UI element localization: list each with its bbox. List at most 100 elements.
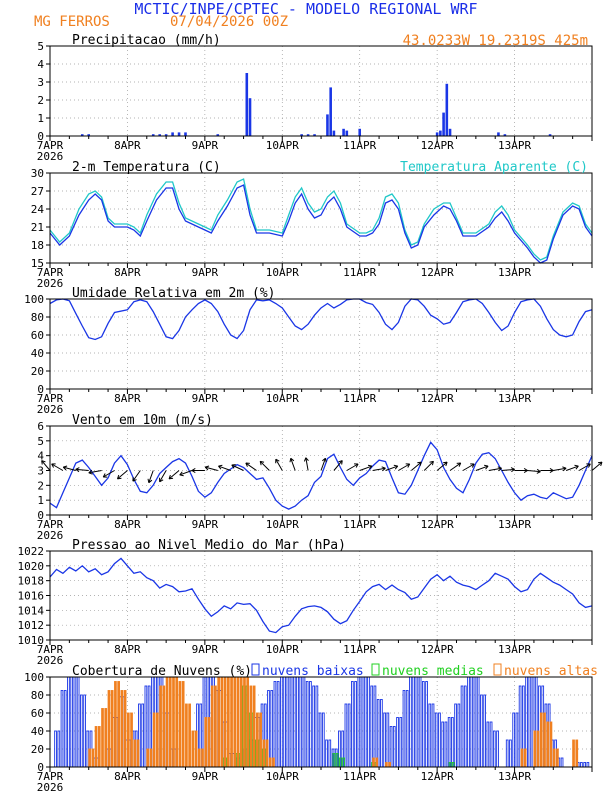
cloud-bar-2 [197,748,201,768]
xtick-label: 13APR [498,770,531,783]
precip-bar [164,134,168,136]
cloud-bar-2 [533,730,537,768]
cloud-bar-0 [380,699,383,768]
wind-arrowhead [417,461,422,464]
cloud-bar-0 [389,726,393,768]
cloud-bar-2 [120,690,124,768]
wind-arrow [168,470,180,480]
xtick-label: 12APR [421,392,454,405]
xtick-label: 11APR [343,266,376,279]
cloud-bar-2 [223,676,227,768]
ytick-label: 0 [37,130,44,143]
wind-arrow [488,467,502,471]
legend-cloud-2: nuvens altas [504,664,598,679]
wind-arrowhead [523,468,528,471]
xtick-label: 8APR [114,518,141,531]
wind-arrowhead [393,464,398,467]
ytick-label: 5 [37,40,44,53]
xtick-label: 12APR [421,518,454,531]
xtick-label: 11APR [343,392,376,405]
cloud-bar-0 [318,712,322,768]
wind-arrow [231,464,244,471]
panel-frame [49,550,593,641]
xtick-label: 7APR [37,518,64,531]
cloud-bar-2 [239,676,243,768]
xtick-label: 11APR [343,770,376,783]
cloud-bar-0 [447,717,451,768]
cloud-bar-2 [372,757,375,768]
precip-bar [245,73,249,136]
wind-arrow [346,463,359,471]
cloud-bar-2 [188,703,191,768]
wind-arrowhead [498,467,502,472]
series-line-0 [49,557,593,634]
precip-bar [448,128,452,136]
cloud-bar-0 [451,717,454,768]
panel-frame [49,45,593,137]
wind-arrowhead [290,457,295,462]
xtick-label: 9APR [192,518,219,531]
cloud-bar-0 [438,712,441,768]
wind-arrow [117,470,128,480]
precip-bar [439,130,442,136]
panel-3: 0 20 40 60 80 100 7APR 8APR 9APR 10APR 11APR 12APR 1… [24,286,593,416]
xtick-label: 13APR [498,266,531,279]
ytick-label: 1022 [18,545,45,558]
wind-arrow [179,470,193,476]
xtick-label: 11APR [343,643,376,656]
ytick-label: 4 [37,450,44,463]
precip-bar [216,134,220,136]
cloud-bar-2 [552,748,556,768]
xtick-label: 7APR [37,139,64,152]
wind-arrow [591,461,603,471]
wind-arrowhead [191,470,196,473]
cloud-bar-2 [181,681,185,768]
wind-arrowhead [41,460,43,465]
legend-apparent-temp: Temperatura Aparente (C) [400,160,588,175]
cloud-bar-2 [236,676,240,768]
wind-arrow [423,460,434,471]
cloud-bar-2 [175,676,179,768]
cloud-bar-2 [536,730,540,768]
cloud-bar-2 [194,730,198,768]
xtick-label: 8APR [114,139,141,152]
cloud-bar-2 [91,748,95,768]
legend-cloud-0: nuvens baixas [262,664,364,679]
panel-frame [49,676,593,768]
cloud-bar-2 [94,726,98,768]
cloud-bar-2 [230,676,233,768]
cloud-bar-2 [256,712,259,768]
wind-arrowhead [338,460,343,463]
cloud-bar-2 [262,739,266,768]
cloud-bar-2 [265,739,269,768]
cloud-bar-0 [373,685,377,768]
wind-arrow [205,466,218,471]
precip-bar [313,134,316,136]
cloud-bar-0 [473,676,477,768]
cloud-bar-2 [185,703,188,768]
precip-bar [445,83,449,136]
cloud-bar-0 [399,717,403,768]
xtick-label: 9APR [192,392,219,405]
cloud-bar-0 [463,685,467,768]
wind-arrow [527,470,541,473]
wind-arrowhead [179,471,183,476]
wind-arrow [462,463,475,471]
location-label: MG FERROS [34,14,110,30]
ytick-label: 6 [37,420,44,433]
cloud-bar-0 [270,690,274,768]
cloud-bar-0 [415,676,419,768]
wind-arrow [436,461,448,471]
xtick-label: 10APR [266,770,299,783]
cloud-bar-0 [460,685,464,768]
cloud-bar-0 [586,762,590,768]
panel-frame [49,172,593,264]
ytick-label: 1016 [18,590,45,603]
cloud-bar-2 [252,685,256,768]
cloud-bar-0 [470,676,474,768]
cloud-bar-2 [249,685,253,768]
wind-arrowhead [75,468,80,473]
wind-arrowhead [303,457,307,462]
cloud-bar-2 [523,748,527,768]
wind-arrowhead [549,470,554,473]
